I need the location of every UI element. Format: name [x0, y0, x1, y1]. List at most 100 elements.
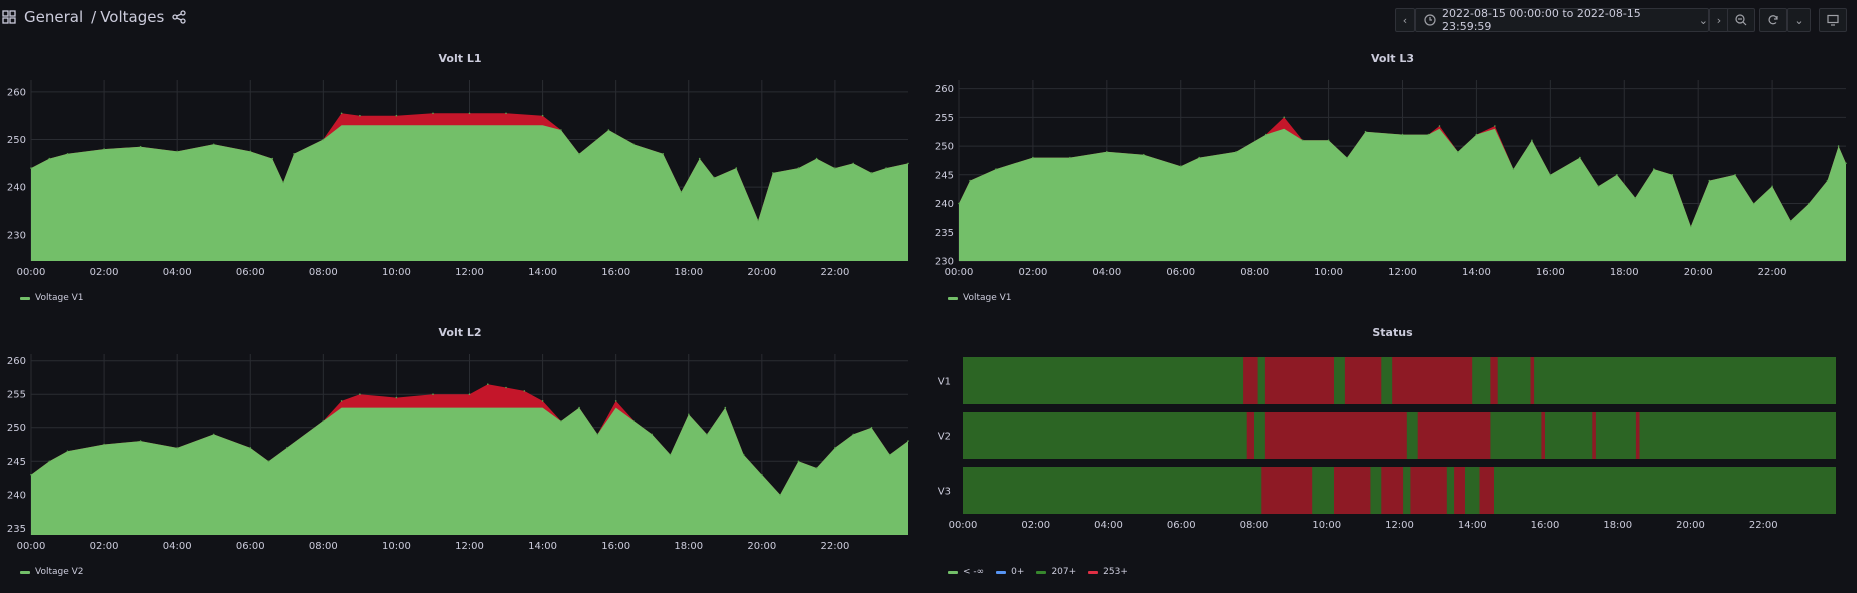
status-segment-253plus [1454, 467, 1465, 514]
data-point [761, 473, 763, 476]
chevron-down-icon: ⌄ [1698, 13, 1708, 27]
data-point [322, 420, 325, 422]
data-point [1265, 133, 1267, 136]
status-segment-253plus [1417, 412, 1491, 459]
panel-volt-l1[interactable]: Volt L1 230 240 250 260 00:00 02:00 04:00 06:00… [0, 52, 920, 308]
legend-swatch [996, 570, 1007, 574]
data-point [1789, 220, 1792, 222]
legend: < -∞ 0+ 207+ 253+ [948, 567, 1128, 577]
panel-volt-l2[interactable]: Volt L2 235 240 245 250 255 260 00:00 02:00 04:0… [0, 326, 920, 586]
x-tick-label: 16:00 [601, 541, 630, 552]
data-point [1235, 151, 1237, 153]
data-point [1475, 133, 1478, 136]
data-point [560, 129, 562, 131]
clock-icon [1424, 14, 1436, 26]
legend: Voltage V1 [948, 293, 1012, 303]
data-point [1752, 202, 1755, 205]
data-point [176, 447, 178, 449]
breadcrumb-folder[interactable]: General [24, 8, 84, 26]
chevron-left-icon: ‹ [1402, 13, 1408, 27]
data-point [688, 413, 690, 416]
data-point [578, 153, 580, 155]
legend-item[interactable]: < -∞ [948, 567, 984, 577]
data-point [139, 145, 142, 148]
data-point [907, 162, 909, 165]
data-point [432, 393, 434, 395]
x-tick-label: 04:00 [163, 541, 192, 552]
data-point [1438, 125, 1441, 127]
panel-volt-l3[interactable]: Volt L3 230 235 240 245 250 255 260 00:00 02:00 0… [928, 52, 1857, 308]
data-point [1301, 139, 1304, 142]
x-tick-label: 10:00 [382, 541, 411, 552]
status-segment-253plus [1635, 412, 1640, 459]
dashboards-icon[interactable] [2, 10, 16, 24]
data-point [713, 176, 716, 179]
legend-item[interactable]: Voltage V1 [948, 293, 1012, 303]
data-point [103, 443, 105, 446]
legend-swatch [20, 296, 30, 300]
data-point [797, 167, 800, 169]
time-back-button[interactable]: ‹ [1395, 8, 1415, 32]
x-tick-label: 18:00 [1610, 267, 1639, 278]
x-tick-label: 04:00 [1092, 267, 1121, 278]
legend-item[interactable]: 253+ [1088, 567, 1128, 577]
refresh-interval-button[interactable]: ⌄ [1787, 8, 1811, 32]
data-point [995, 168, 997, 170]
data-point [541, 400, 544, 402]
x-tick-label: 20:00 [747, 267, 776, 278]
y-tick-label: 255 [935, 113, 954, 124]
x-tick-label: 20:00 [1684, 267, 1713, 278]
legend-item[interactable]: 0+ [996, 567, 1024, 577]
data-point [30, 167, 32, 169]
data-point [1549, 174, 1552, 176]
x-tick-label: 16:00 [1531, 520, 1560, 531]
x-tick-label: 14:00 [1462, 267, 1491, 278]
caret-down-icon: ⌄ [1794, 13, 1804, 27]
series-area [31, 407, 908, 535]
time-picker-button[interactable]: 2022-08-15 00:00:00 to 2022-08-15 23:59:… [1415, 7, 1709, 33]
y-tick-label: 240 [935, 199, 954, 210]
panel-title: Volt L2 [438, 326, 482, 339]
tv-mode-button[interactable] [1819, 8, 1847, 32]
x-tick-label: 14:00 [528, 267, 557, 278]
legend-swatch [1036, 570, 1047, 574]
volt-l1-chart: 230 240 250 260 00:00 02:00 04:00 06:00 08:00 10:… [7, 80, 909, 278]
data-point [103, 148, 105, 150]
legend-item[interactable]: Voltage V2 [20, 567, 84, 577]
data-point [870, 172, 873, 174]
data-point [834, 447, 836, 449]
data-point [1808, 202, 1810, 205]
zoom-out-button[interactable] [1727, 8, 1755, 32]
data-point [1771, 185, 1773, 188]
data-point [852, 162, 854, 165]
status-segment-253plus [1541, 412, 1545, 459]
panel-status[interactable]: Status V1 V2 V3 00:00 02:00 04:00 06:00 08:00 10… [928, 326, 1857, 586]
data-point [852, 433, 854, 436]
data-point [651, 433, 653, 436]
time-forward-button[interactable]: › [1709, 8, 1729, 32]
data-point [1826, 179, 1829, 182]
breadcrumb-dashboard-title[interactable]: Voltages [100, 8, 165, 26]
data-point [607, 129, 610, 131]
data-point [888, 453, 891, 456]
share-icon[interactable] [172, 10, 186, 24]
panel-title: Volt L1 [438, 52, 482, 65]
data-point [1427, 133, 1430, 136]
legend-item[interactable]: Voltage V1 [20, 293, 84, 303]
refresh-button[interactable] [1759, 8, 1787, 32]
data-point [1531, 139, 1533, 142]
x-tick-label: 04:00 [1094, 520, 1123, 531]
data-point [359, 114, 361, 117]
x-tick-label: 04:00 [163, 267, 192, 278]
legend-item[interactable]: 207+ [1036, 567, 1076, 577]
y-tick-label: 230 [935, 257, 954, 268]
data-point [1616, 174, 1618, 176]
data-point [1512, 168, 1515, 170]
data-point [969, 179, 971, 182]
legend-label: 207+ [1051, 567, 1077, 577]
data-point [706, 433, 708, 436]
data-point [340, 400, 343, 402]
data-point [340, 112, 343, 115]
data-point [1364, 130, 1367, 133]
x-tick-label: 02:00 [1019, 267, 1048, 278]
